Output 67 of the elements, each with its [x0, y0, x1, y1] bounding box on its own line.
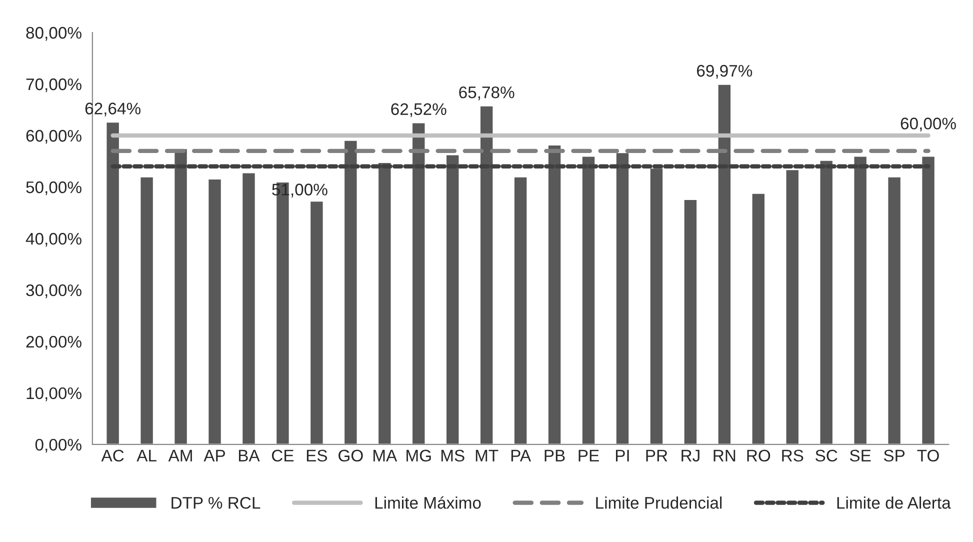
y-tick-label: 30,00% [26, 284, 82, 298]
x-tick-label: RS [782, 450, 804, 462]
x-tick-label: RJ [682, 450, 700, 462]
x-tick-label: BA [238, 450, 260, 462]
bar [479, 105, 494, 444]
x-tick-label: PI [616, 450, 629, 462]
y-tick-label: 40,00% [26, 232, 82, 247]
bar [615, 152, 630, 444]
x-tick-label: AM [168, 450, 192, 462]
bar [920, 155, 936, 444]
x-tick-label: CE [272, 450, 294, 462]
x-tick-label: TO [917, 450, 939, 462]
x-tick-label: PB [544, 450, 565, 462]
x-tick-label: AL [136, 450, 156, 462]
bar [784, 168, 800, 444]
legend-label: Limite Prudencial [596, 496, 722, 509]
x-tick-label: MA [374, 450, 398, 462]
y-tick-label: 10,00% [26, 387, 82, 402]
bar [818, 160, 834, 444]
bar [716, 83, 732, 444]
bar [105, 121, 120, 444]
bar [173, 148, 188, 444]
x-tick-label: SC [816, 450, 838, 462]
x-tick-label: MT [476, 450, 498, 462]
x-tick-label: ES [306, 450, 328, 462]
x-tick-label: MG [406, 450, 431, 462]
bar [207, 178, 222, 444]
bar [852, 155, 868, 444]
legend-label: Limite Máximo [375, 496, 481, 509]
x-tick-label: AP [204, 450, 225, 462]
x-tick-label: MS [441, 450, 464, 462]
bar [241, 172, 256, 444]
bar [377, 162, 392, 444]
data-label: 60,00% [900, 118, 956, 132]
x-tick-label: PA [511, 450, 532, 462]
y-tick-label: 0,00% [35, 438, 82, 453]
x-tick-label: RO [747, 450, 770, 462]
bar [309, 200, 324, 444]
bar [343, 139, 358, 444]
bar [750, 192, 766, 444]
bar [445, 154, 460, 444]
bar [411, 122, 426, 444]
x-tick-label: PE [578, 450, 599, 462]
data-label: 69,97% [697, 64, 752, 79]
bar [886, 176, 902, 444]
x-tick-label: PR [646, 450, 668, 462]
y-tick-label: 80,00% [26, 26, 82, 41]
legend-label: Limite de Alerta [837, 496, 951, 509]
x-tick-label: SE [850, 450, 871, 462]
x-tick-label: AC [101, 450, 124, 462]
y-tick-label: 20,00% [26, 336, 82, 350]
x-tick-label: SP [884, 450, 905, 462]
legend-label: DTP % RCL [172, 496, 260, 509]
data-label: 62,52% [391, 103, 446, 118]
data-label: 62,64% [85, 102, 140, 116]
y-tick-label: 70,00% [26, 78, 82, 92]
bar [648, 167, 664, 444]
bar [581, 155, 596, 444]
x-tick-label: GO [338, 450, 363, 462]
x-tick-label: RN [714, 450, 736, 462]
bar [139, 176, 154, 444]
y-tick-label: 50,00% [26, 181, 82, 196]
y-tick-label: 60,00% [26, 130, 82, 144]
data-label: 65,78% [459, 86, 514, 100]
bar [682, 198, 698, 444]
bar [547, 144, 562, 444]
bar [513, 176, 528, 444]
